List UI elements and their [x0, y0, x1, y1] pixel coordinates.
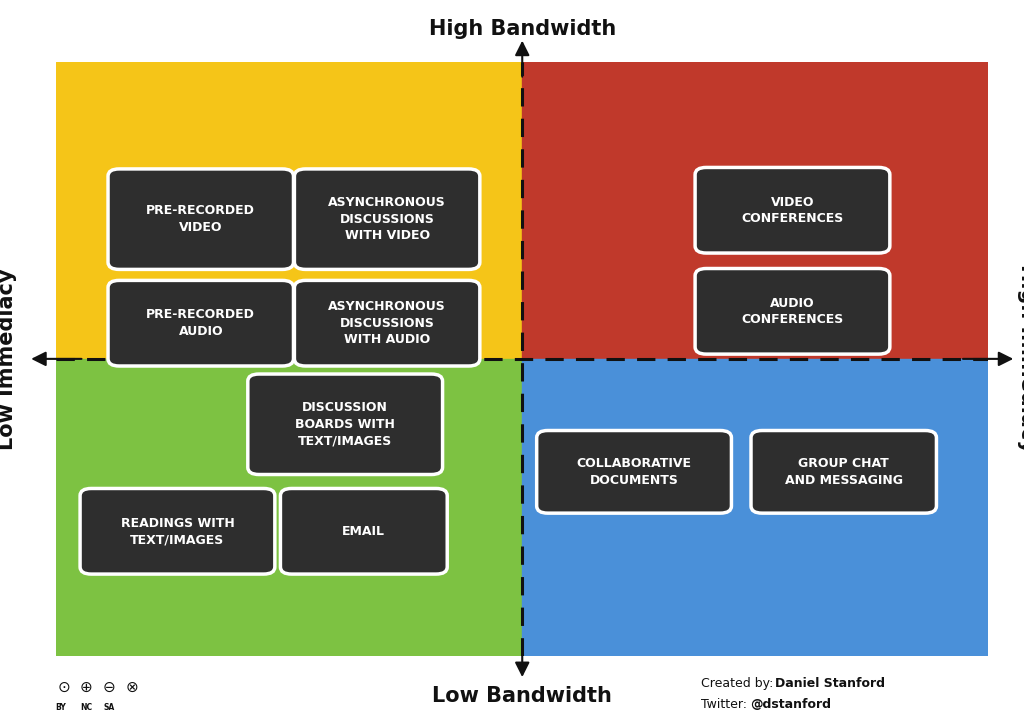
- Bar: [522, 359, 988, 656]
- FancyBboxPatch shape: [109, 281, 294, 366]
- Text: PRE-RECORDED
VIDEO: PRE-RECORDED VIDEO: [146, 204, 255, 234]
- FancyBboxPatch shape: [44, 667, 152, 718]
- Text: Daniel Stanford: Daniel Stanford: [775, 677, 885, 690]
- Text: BY: BY: [55, 703, 67, 713]
- FancyBboxPatch shape: [281, 489, 447, 574]
- Text: @dstanford: @dstanford: [751, 697, 831, 710]
- Text: AUDIO
CONFERENCES: AUDIO CONFERENCES: [741, 297, 844, 326]
- Text: GROUP CHAT
AND MESSAGING: GROUP CHAT AND MESSAGING: [784, 457, 903, 486]
- FancyBboxPatch shape: [80, 489, 274, 574]
- Text: DISCUSSION
BOARDS WITH
TEXT/IMAGES: DISCUSSION BOARDS WITH TEXT/IMAGES: [295, 401, 395, 447]
- Text: Low Bandwidth: Low Bandwidth: [432, 686, 612, 706]
- Text: EMAIL: EMAIL: [342, 525, 385, 538]
- Bar: [56, 62, 522, 359]
- FancyBboxPatch shape: [695, 167, 890, 253]
- Text: ASYNCHRONOUS
DISCUSSIONS
WITH VIDEO: ASYNCHRONOUS DISCUSSIONS WITH VIDEO: [329, 196, 446, 242]
- FancyBboxPatch shape: [295, 169, 480, 270]
- FancyBboxPatch shape: [295, 281, 480, 366]
- Text: ASYNCHRONOUS
DISCUSSIONS
WITH AUDIO: ASYNCHRONOUS DISCUSSIONS WITH AUDIO: [329, 300, 446, 347]
- Text: ⊙: ⊙: [57, 679, 70, 695]
- Bar: [522, 62, 988, 359]
- FancyBboxPatch shape: [248, 374, 442, 474]
- FancyBboxPatch shape: [751, 431, 936, 513]
- Text: SA: SA: [103, 703, 115, 713]
- Text: PRE-RECORDED
AUDIO: PRE-RECORDED AUDIO: [146, 308, 255, 338]
- Text: High Bandwidth: High Bandwidth: [429, 19, 615, 39]
- FancyBboxPatch shape: [695, 268, 890, 354]
- FancyBboxPatch shape: [109, 169, 294, 270]
- Text: High Immediacy: High Immediacy: [1017, 265, 1024, 453]
- Text: NC: NC: [80, 703, 92, 713]
- Text: READINGS WITH
TEXT/IMAGES: READINGS WITH TEXT/IMAGES: [121, 516, 234, 546]
- Text: COLLABORATIVE
DOCUMENTS: COLLABORATIVE DOCUMENTS: [577, 457, 691, 486]
- Text: ⊕: ⊕: [80, 679, 92, 695]
- Text: ⊖: ⊖: [103, 679, 116, 695]
- Text: ⊗: ⊗: [126, 679, 138, 695]
- FancyBboxPatch shape: [537, 431, 731, 513]
- Text: VIDEO
CONFERENCES: VIDEO CONFERENCES: [741, 196, 844, 225]
- Bar: [56, 359, 522, 656]
- Text: Twitter:: Twitter:: [701, 697, 752, 710]
- Text: Low Immediacy: Low Immediacy: [0, 268, 17, 450]
- Text: Created by:: Created by:: [701, 677, 778, 690]
